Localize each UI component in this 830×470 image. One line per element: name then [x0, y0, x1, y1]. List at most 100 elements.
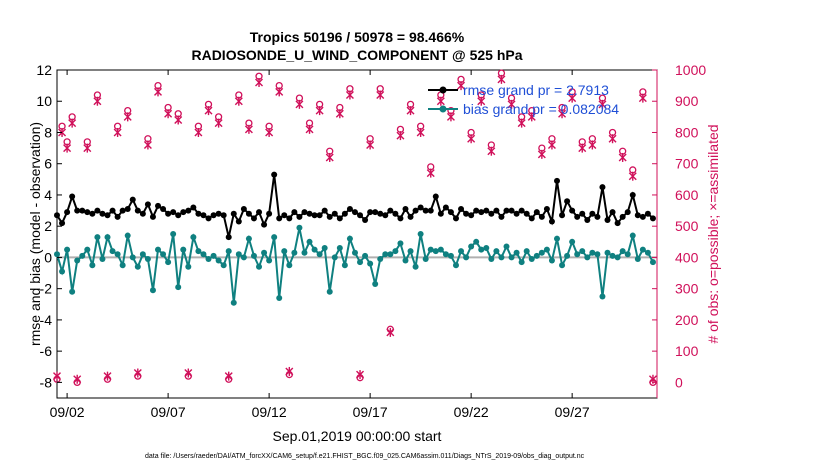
rmse-point: [276, 215, 283, 222]
bias-point: [377, 255, 384, 262]
rmse-point: [160, 206, 167, 213]
bias-point: [422, 255, 429, 262]
bias-point: [180, 246, 187, 253]
y-tick-label-left: 6: [44, 156, 52, 172]
x-tick-label: 09/17: [353, 404, 388, 420]
y-tick-label-right: 500: [675, 218, 699, 234]
obs-assimilated-marker: [285, 366, 294, 376]
rmse-point: [417, 204, 424, 211]
bias-point: [200, 251, 207, 258]
rmse-point: [548, 218, 555, 225]
y-tick-label-right: 800: [675, 124, 699, 140]
x-tick-label: 09/07: [151, 404, 186, 420]
rmse-point: [109, 207, 116, 214]
rmse-point: [498, 213, 505, 220]
y-tick-label-right: 400: [675, 249, 699, 265]
bias-point: [367, 260, 374, 267]
rmse-point: [74, 207, 81, 214]
bias-point: [427, 246, 434, 253]
bias-point: [432, 248, 439, 255]
rmse-point: [397, 215, 404, 222]
y-tick-label-left: -2: [40, 281, 53, 297]
rmse-point: [220, 212, 227, 219]
rmse-point: [316, 212, 323, 219]
y-tick-label-left: -6: [40, 343, 53, 359]
rmse-point: [351, 209, 358, 216]
obs-assimilated-marker: [174, 115, 183, 125]
rmse-point: [250, 215, 257, 222]
bias-point: [442, 251, 449, 258]
rmse-point: [528, 215, 535, 222]
rmse-point: [245, 210, 252, 217]
rmse-point: [609, 209, 616, 216]
bias-point: [220, 262, 227, 269]
rmse-point: [84, 209, 91, 216]
bias-point: [523, 248, 530, 255]
rmse-point: [508, 207, 515, 214]
rmse-point: [129, 196, 136, 203]
rmse-point: [604, 216, 611, 223]
bias-point: [458, 248, 465, 255]
bias-point: [104, 234, 111, 241]
rmse-point: [432, 193, 439, 200]
bias-point: [634, 255, 641, 262]
rmse-point: [200, 212, 207, 219]
bias-point: [306, 238, 313, 245]
bias-point: [336, 245, 343, 252]
obs-assimilated-marker: [123, 112, 132, 122]
bias-point: [165, 259, 172, 266]
y-axis-right-ticks: 0 100 200 300 400 500 600 700 800 900 1000: [652, 62, 706, 398]
rmse-point: [584, 216, 591, 223]
bias-point: [513, 249, 520, 256]
bias-point: [629, 232, 636, 239]
obs-assimilated-marker: [497, 74, 506, 84]
y-tick-label-right: 300: [675, 281, 699, 297]
bias-point: [69, 288, 76, 295]
legend-rmse-label: rmse grand pr = 2.7913: [463, 82, 609, 98]
bias-point: [559, 262, 566, 269]
bias-point: [569, 238, 576, 245]
obs-assimilated-marker: [366, 140, 375, 150]
rmse-point: [59, 220, 66, 227]
rmse-point: [523, 210, 530, 217]
bias-point: [609, 252, 616, 259]
obs-assimilated-marker: [396, 131, 405, 141]
bias-point: [286, 262, 293, 269]
rmse-point: [574, 213, 581, 220]
rmse-point: [64, 209, 71, 216]
bias-point: [79, 252, 86, 259]
bias-point: [261, 249, 268, 256]
bias-point: [240, 254, 247, 261]
y-tick-label-left: 0: [44, 249, 52, 265]
obs-assimilated-marker: [143, 140, 152, 150]
x-tick-label: 09/12: [252, 404, 287, 420]
chart-title-line1: Tropics 50196 / 50978 = 98.466%: [250, 29, 465, 45]
rmse-point: [139, 210, 146, 217]
rmse-point: [543, 206, 550, 213]
bias-point: [109, 248, 116, 255]
obs-assimilated-marker: [58, 127, 67, 137]
bias-point: [589, 249, 596, 256]
obs-assimilated-marker: [83, 143, 92, 153]
rmse-point: [155, 202, 162, 209]
rmse-point: [281, 212, 288, 219]
rmse-point: [89, 210, 96, 217]
bias-point: [452, 262, 459, 269]
obs-assimilated-marker: [255, 77, 264, 87]
rmse-point: [442, 204, 449, 211]
bias-point: [64, 246, 71, 253]
bias-point: [362, 252, 369, 259]
bias-point: [160, 251, 167, 258]
rmse-point: [624, 209, 631, 216]
bias-point: [488, 255, 495, 262]
bias-point: [119, 262, 126, 269]
bias-point: [503, 243, 510, 250]
y-tick-label-right: 700: [675, 156, 699, 172]
rmse-point: [463, 210, 470, 217]
x-axis-label: Sep.01,2019 00:00:00 start: [273, 428, 442, 444]
obs-assimilated-marker: [154, 87, 163, 97]
obs-assimilated-marker: [386, 327, 395, 337]
y-tick-label-right: 0: [675, 374, 683, 390]
rmse-point: [372, 209, 379, 216]
bias-point: [468, 243, 475, 250]
